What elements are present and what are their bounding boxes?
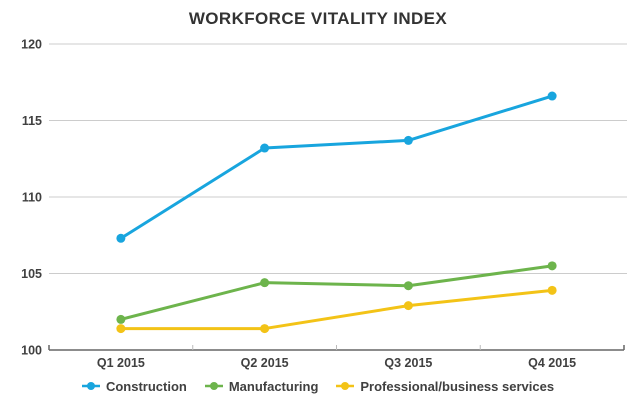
x-tick-label-q3-2015: Q3 2015 bbox=[384, 356, 432, 370]
data-point-construction-q2-2015[interactable] bbox=[260, 143, 270, 153]
x-tick-label-q2-2015: Q2 2015 bbox=[241, 356, 289, 370]
legend-label-professional-business-services: Professional/business services bbox=[360, 378, 555, 394]
legend-item-professional-business-services[interactable]: Professional/business services bbox=[336, 379, 554, 394]
data-point-construction-q4-2015[interactable] bbox=[547, 91, 557, 101]
data-point-manufacturing-q1-2015[interactable] bbox=[116, 314, 126, 324]
y-tick-label-115: 115 bbox=[22, 114, 42, 128]
data-point-construction-q3-2015[interactable] bbox=[403, 135, 413, 145]
x-tick-label-q4-2015: Q4 2015 bbox=[528, 356, 576, 370]
series-line-professional-business-services bbox=[119, 288, 554, 331]
data-point-professional-business-services-q3-2015[interactable] bbox=[403, 301, 413, 311]
data-point-manufacturing-q2-2015[interactable] bbox=[260, 278, 270, 288]
x-tick-label-q1-2015: Q1 2015 bbox=[97, 356, 145, 370]
legend-marker-professional-business-services-icon bbox=[336, 382, 355, 390]
series-line-construction bbox=[119, 94, 554, 240]
legend-item-manufacturing[interactable]: Manufacturing bbox=[204, 378, 319, 394]
data-point-manufacturing-q3-2015[interactable] bbox=[403, 281, 413, 291]
data-point-professional-business-services-q2-2015[interactable] bbox=[260, 324, 270, 334]
series-line-manufacturing bbox=[119, 264, 554, 321]
legend-label-construction: Construction bbox=[105, 378, 187, 394]
chart-legend: Construction Manufacturing Professional/bu… bbox=[0, 376, 636, 396]
y-tick-label-120: 120 bbox=[21, 38, 42, 52]
data-point-professional-business-services-q4-2015[interactable] bbox=[547, 285, 557, 295]
chart-title: WORKFORCE VITALITY INDEX bbox=[188, 9, 448, 28]
data-point-professional-business-services-q1-2015[interactable] bbox=[116, 324, 126, 334]
legend-label-manufacturing: Manufacturing bbox=[228, 378, 319, 394]
y-tick-label-100: 100 bbox=[21, 344, 42, 358]
data-point-manufacturing-q4-2015[interactable] bbox=[547, 261, 557, 271]
y-tick-label-105: 105 bbox=[21, 267, 42, 281]
data-point-construction-q1-2015[interactable] bbox=[116, 233, 126, 243]
legend-item-construction[interactable]: Construction bbox=[81, 378, 187, 394]
legend-marker-construction-icon bbox=[81, 382, 100, 390]
line-chart-plot-area: 100 105 110 115 120 Q1 2015 Q2 2015 Q3 2015 Q4 2… bbox=[21, 38, 627, 370]
legend-marker-manufacturing-icon bbox=[204, 382, 223, 390]
y-tick-label-110: 110 bbox=[22, 191, 42, 205]
